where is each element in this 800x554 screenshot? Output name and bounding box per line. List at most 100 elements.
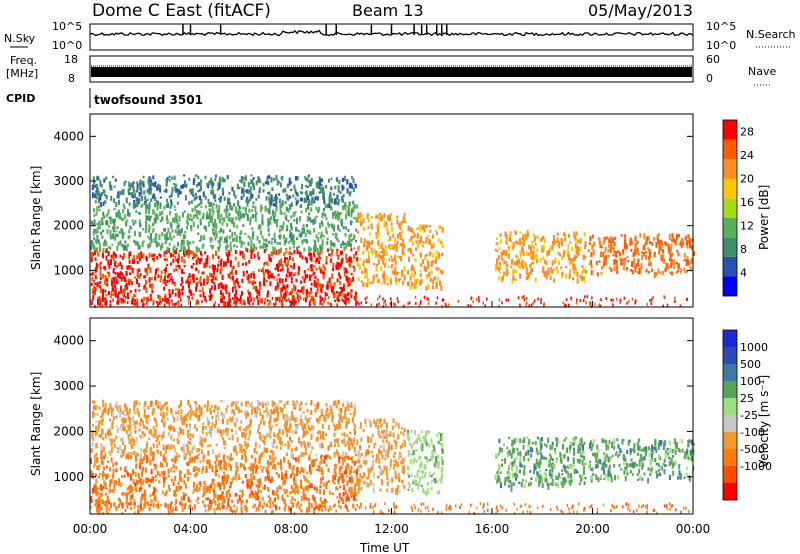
data-cell: [130, 281, 133, 286]
data-cell: [226, 431, 229, 437]
data-cell: [221, 482, 224, 486]
data-cell: [112, 268, 115, 271]
data-cell: [343, 246, 346, 252]
data-cell: [353, 447, 356, 453]
data-cell: [331, 223, 334, 229]
data-cell: [355, 239, 357, 243]
data-cell: [191, 273, 194, 280]
data-cell: [310, 192, 313, 197]
data-cell: [271, 213, 274, 217]
data-cell: [321, 178, 324, 182]
data-cell: [95, 262, 98, 269]
data-cell: [345, 455, 347, 459]
data-cell: [129, 192, 132, 195]
data-cell: [116, 234, 119, 237]
data-cell: [285, 299, 288, 302]
data-cell: [231, 270, 234, 276]
data-cell: [657, 233, 660, 236]
data-cell: [161, 242, 164, 249]
data-cell: [328, 253, 331, 257]
data-cell: [274, 267, 277, 270]
data-cell: [356, 204, 359, 209]
data-cell: [496, 259, 499, 265]
data-cell: [571, 262, 574, 265]
data-cell: [182, 492, 185, 495]
data-cell: [220, 497, 223, 501]
data-cell: [290, 271, 293, 277]
data-cell: [524, 261, 527, 265]
data-cell: [339, 291, 342, 296]
data-cell: [154, 495, 157, 500]
data-cell: [436, 232, 438, 236]
data-cell: [241, 500, 244, 503]
data-cell: [222, 504, 225, 509]
data-cell: [197, 175, 200, 180]
data-cell: [313, 507, 316, 514]
data-cell: [145, 225, 147, 228]
data-cell: [268, 254, 271, 258]
data-cell: [195, 404, 198, 408]
data-cell: [217, 427, 220, 431]
data-cell: [339, 455, 342, 460]
data-cell: [189, 188, 192, 193]
data-cell: [334, 299, 337, 303]
power-colorbar-tick: 24: [740, 149, 754, 162]
data-cell: [352, 206, 355, 213]
data-cell: [187, 254, 190, 258]
data-cell: [294, 448, 297, 451]
data-cell: [162, 431, 165, 434]
data-cell: [193, 488, 196, 492]
data-cell: [431, 234, 434, 239]
noise-cell: [598, 303, 600, 307]
data-cell: [98, 242, 101, 246]
data-cell: [194, 214, 196, 217]
data-cell: [224, 261, 227, 264]
data-cell: [105, 294, 108, 297]
data-cell: [122, 203, 125, 208]
data-cell: [230, 260, 232, 264]
data-cell: [238, 443, 241, 447]
data-cell: [283, 240, 286, 246]
noise-cell: [163, 303, 166, 307]
data-cell: [350, 213, 353, 218]
data-cell: [338, 492, 341, 496]
data-cell: [349, 457, 352, 460]
data-cell: [156, 444, 159, 449]
data-cell: [268, 421, 271, 424]
data-cell: [262, 405, 265, 408]
data-cell: [154, 238, 157, 244]
data-cell: [211, 209, 214, 212]
data-cell: [236, 211, 238, 214]
data-cell: [614, 259, 617, 265]
data-cell: [687, 263, 690, 266]
noise-cell: [436, 296, 439, 300]
data-cell: [285, 415, 288, 421]
data-cell: [547, 267, 550, 271]
data-cell: [174, 447, 177, 453]
data-cell: [108, 272, 111, 278]
data-cell: [241, 494, 244, 498]
data-cell: [229, 485, 232, 489]
data-cell: [395, 246, 398, 249]
data-cell: [343, 175, 346, 181]
data-cell: [432, 242, 435, 248]
data-cell: [392, 233, 395, 238]
data-cell: [435, 257, 437, 263]
data-cell: [432, 285, 434, 290]
data-cell: [220, 284, 223, 289]
data-cell: [164, 456, 167, 463]
data-cell: [251, 227, 254, 231]
data-cell: [187, 249, 190, 256]
data-cell: [342, 402, 345, 408]
data-cell: [282, 481, 285, 486]
data-cell: [275, 491, 277, 496]
data-cell: [383, 271, 385, 277]
data-cell: [171, 176, 174, 180]
data-cell: [640, 263, 643, 267]
data-cell: [170, 408, 173, 414]
data-cell: [206, 445, 209, 448]
data-cell: [140, 251, 143, 256]
data-cell: [100, 219, 103, 225]
noise-cell: [344, 296, 346, 299]
data-cell: [106, 473, 109, 479]
